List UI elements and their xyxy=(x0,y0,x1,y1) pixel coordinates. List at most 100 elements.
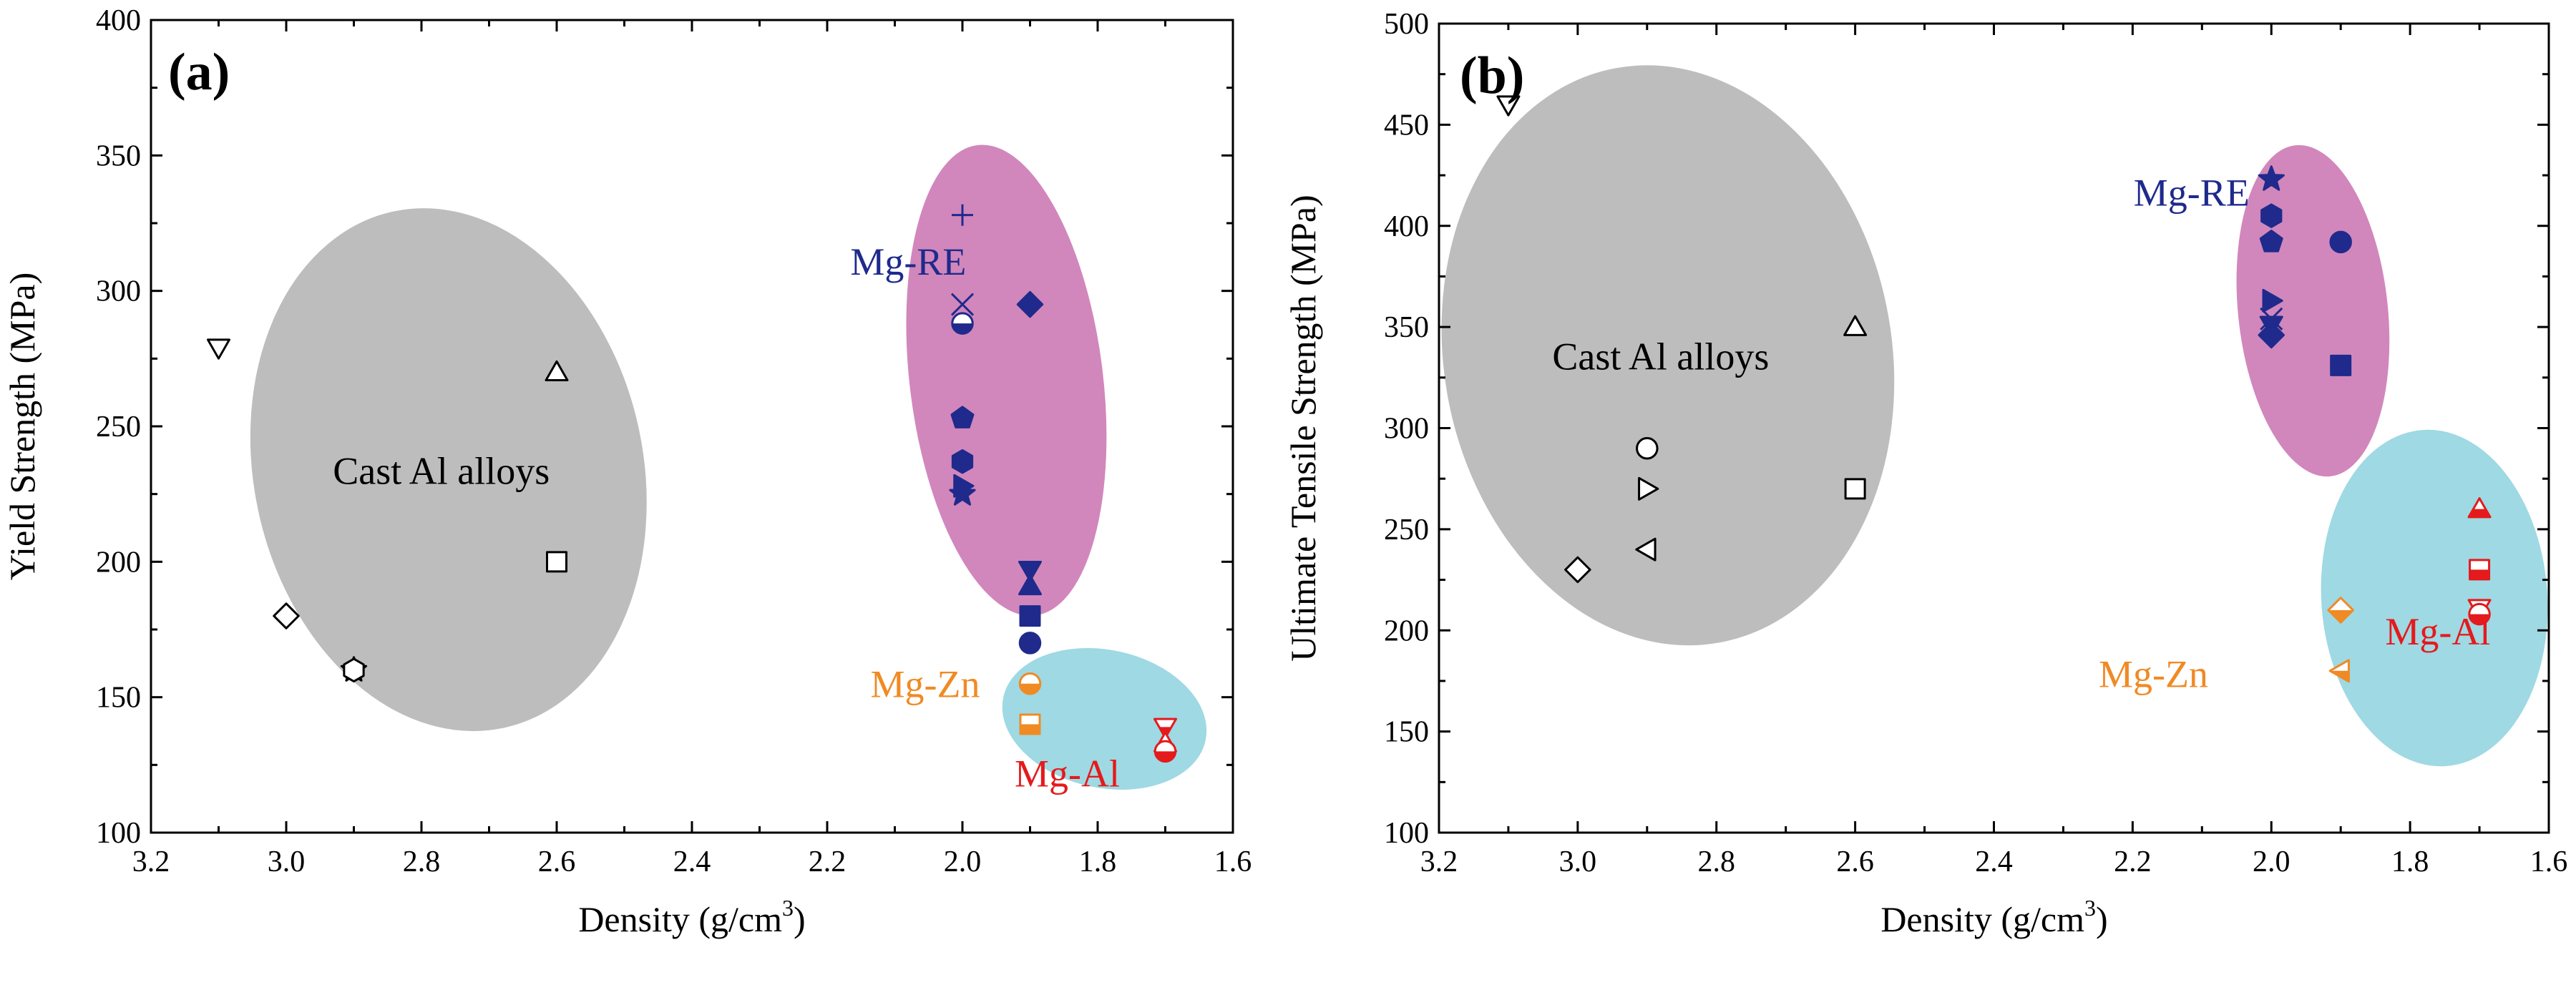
y-tick-label: 250 xyxy=(1384,514,1429,547)
y-tick-label: 300 xyxy=(96,275,141,308)
y-tick-label: 300 xyxy=(1384,413,1429,446)
panel-a-point-mg-re-cross xyxy=(950,293,975,316)
x-tick-label: 1.6 xyxy=(2530,846,2568,878)
panel-b-point-cast-al-alloys-circle xyxy=(1636,437,1659,460)
panel-a-region-label-cast-al: Cast Al alloys xyxy=(333,450,550,493)
panel-a-x-axis-title: Density (g/cm3) xyxy=(578,895,805,939)
panel-a-point-mg-zn-circle xyxy=(1018,672,1042,695)
y-tick-label: 500 xyxy=(1384,8,1429,41)
y-tick-label: 150 xyxy=(1384,716,1429,749)
panel-b-x-axis-title: Density (g/cm3) xyxy=(1880,895,2107,939)
x-tick-label: 1.6 xyxy=(1214,846,1252,878)
y-tick-label: 100 xyxy=(96,817,141,850)
panel-a-point-cast-al-alloys-hexagon xyxy=(343,657,365,683)
panel-a-point-mg-re-tri-down xyxy=(1018,560,1042,582)
panel-b-point-mg-al-circle xyxy=(2468,602,2491,626)
panel-a-point-mg-re-diamond xyxy=(1016,290,1044,318)
x-tick-label: 2.8 xyxy=(1698,846,1736,878)
panel-b-region-1 xyxy=(2233,142,2393,480)
panel-a-point-mg-zn-square xyxy=(1019,713,1041,735)
panel-b-point-mg-re-pentagon xyxy=(2259,230,2283,253)
panel-a-annotation-mg-al: Mg-Al xyxy=(1015,753,1120,795)
x-tick-label: 3.0 xyxy=(268,846,306,878)
x-tick-label: 3.2 xyxy=(132,846,170,878)
y-tick-label: 400 xyxy=(1384,210,1429,243)
x-tick-label: 2.4 xyxy=(1975,846,2013,878)
panel-a-point-mg-re-star xyxy=(949,480,976,506)
panel-a-point-mg-re-circle xyxy=(951,312,974,335)
panel-b-point-cast-al-alloys-diamond xyxy=(1564,556,1591,584)
panel-b-points xyxy=(1496,95,2492,683)
panel-a-ticks: 3.2 3.0 2.8 2.6 2.4 2.2 2.0 1.8 1.6 100 150 200 250 3… xyxy=(96,4,1252,878)
panel-a-point-cast-al-alloys-tri-down xyxy=(207,338,230,360)
panel-a-point-mg-re-hexagon xyxy=(951,449,974,474)
panel-a-label: (a) xyxy=(168,43,230,102)
panel-b-label: (b) xyxy=(1460,46,1524,105)
panel-b-region-0 xyxy=(1438,62,1898,649)
y-tick-label: 450 xyxy=(1384,109,1429,142)
x-tick-label: 2.2 xyxy=(809,846,847,878)
panel-a-point-mg-al-circle xyxy=(1153,740,1177,763)
y-tick-label: 200 xyxy=(96,546,141,579)
y-tick-label: 250 xyxy=(96,411,141,443)
y-tick-label: 200 xyxy=(1384,614,1429,647)
panel-b-point-cast-al-alloys-tri-left xyxy=(1635,537,1657,562)
panel-a-point-cast-al-alloys-tri-up xyxy=(545,360,569,382)
panel-b-point-mg-al-square xyxy=(2469,559,2491,581)
panel-b-point-cast-al-alloys-square xyxy=(1844,478,1866,500)
panel-b-point-cast-al-alloys-tri-up xyxy=(1843,315,1868,336)
x-tick-label: 2.0 xyxy=(2253,846,2290,878)
panel-b-ticks: 3.2 3.0 2.8 2.6 2.4 2.2 2.0 1.8 1.6 100 150 200 250 3… xyxy=(1384,8,2567,878)
y-tick-label: 350 xyxy=(1384,311,1429,344)
panel-b-annotations: Mg-RE Mg-Zn Mg-Al xyxy=(2099,171,2490,695)
panel-a-annotation-mg-re: Mg-RE xyxy=(850,240,966,283)
panel-a: Cast Al alloys 3.2 3.0 2.8 2.6 2.4 2.2 2.0 1.8 1… xyxy=(2,4,1252,939)
x-tick-label: 2.6 xyxy=(538,846,576,878)
panel-b-region-label-cast-al: Cast Al alloys xyxy=(1552,335,1769,378)
x-tick-label: 2.2 xyxy=(2114,846,2152,878)
x-tick-label: 2.4 xyxy=(673,846,711,878)
x-tick-label: 2.8 xyxy=(403,846,441,878)
x-tick-label: 1.8 xyxy=(1079,846,1117,878)
panel-b-point-mg-re-square xyxy=(2330,354,2352,376)
x-tick-label: 1.8 xyxy=(2391,846,2429,878)
x-tick-label: 2.0 xyxy=(944,846,982,878)
panel-a-y-axis-title: Yield Strength (MPa) xyxy=(2,273,42,581)
panel-a-points xyxy=(207,204,1177,763)
panel-a-point-mg-re-plus xyxy=(952,204,973,226)
panel-a-regions: Cast Al alloys xyxy=(247,142,1210,793)
panel-b-point-mg-re-hexagon xyxy=(2260,203,2283,228)
panel-a-point-mg-re-tri-up xyxy=(1018,574,1042,596)
y-tick-label: 150 xyxy=(96,682,141,715)
panel-a-point-cast-al-alloys-diamond xyxy=(273,602,300,629)
panel-a-annotation-mg-zn: Mg-Zn xyxy=(871,663,980,706)
panel-b-annotation-mg-zn: Mg-Zn xyxy=(2099,652,2208,695)
panel-b-point-mg-zn-tri-left xyxy=(2328,659,2350,683)
panel-b-point-cast-al-alloys-tri-right xyxy=(1638,476,1659,501)
panel-a-point-mg-re-square xyxy=(1019,605,1041,627)
panel-a-point-cast-al-alloys-square xyxy=(546,551,567,573)
panel-b: Cast Al alloys 3.2 3.0 2.8 2.6 2.4 2.2 2.0 1.8 1… xyxy=(1283,8,2567,939)
y-tick-label: 350 xyxy=(96,139,141,172)
y-tick-label: 100 xyxy=(1384,817,1429,850)
panel-b-regions: Cast Al alloys xyxy=(1438,62,2551,770)
panel-a-annotations: Mg-RE Mg-Zn Mg-Al xyxy=(850,240,1120,795)
x-tick-label: 2.6 xyxy=(1836,846,1874,878)
panel-b-point-cast-al-alloys-tri-down xyxy=(1496,95,1521,117)
panel-a-region-1 xyxy=(903,142,1110,619)
x-tick-label: 3.2 xyxy=(1420,846,1458,878)
panel-a-point-mg-re-pentagon xyxy=(950,406,975,428)
y-tick-label: 400 xyxy=(96,4,141,37)
panel-b-point-mg-zn-diamond xyxy=(2327,597,2354,624)
panel-b-point-mg-re-diamond xyxy=(2258,321,2285,349)
panel-a-point-mg-re-circle xyxy=(1018,632,1042,655)
panel-a-region-0 xyxy=(247,205,650,735)
panel-b-point-mg-re-tri-right xyxy=(2262,288,2283,313)
panel-b-point-mg-al-tri-up xyxy=(2467,497,2492,519)
panel-b-annotation-mg-al: Mg-Al xyxy=(2385,610,2490,653)
panel-b-y-axis-title: Ultimate Tensile Strength (MPa) xyxy=(1283,195,1323,661)
panel-b-annotation-mg-re: Mg-RE xyxy=(2134,171,2250,214)
panel-b-point-mg-re-star xyxy=(2258,165,2285,191)
panel-b-point-mg-re-circle xyxy=(2329,230,2352,254)
